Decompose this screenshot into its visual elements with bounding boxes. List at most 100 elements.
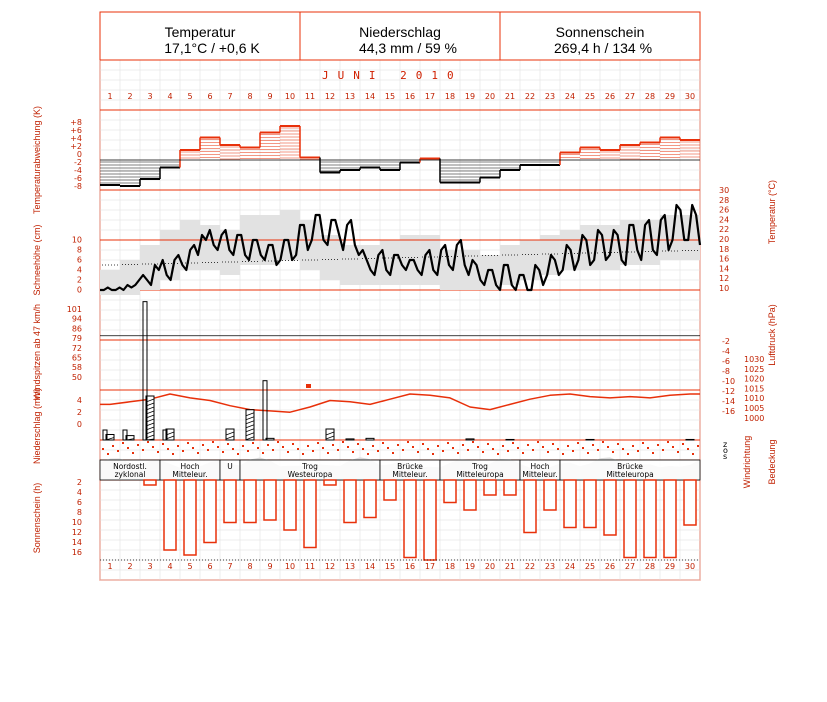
day-label-top: 21 bbox=[505, 92, 515, 101]
sunshine-bar bbox=[323, 479, 337, 486]
weather-type-label: U bbox=[227, 462, 233, 471]
wind-tick: 94 bbox=[72, 315, 82, 324]
temperature-tick: 16 bbox=[719, 255, 729, 264]
wind-dir-dot bbox=[642, 442, 644, 444]
precip-axis-title: Niederschlag (mm) bbox=[32, 388, 42, 464]
wind-dir-dot bbox=[507, 450, 509, 452]
snow-tick: 8 bbox=[77, 246, 82, 255]
wind-dir-dot bbox=[387, 447, 389, 449]
sunshine-bar bbox=[143, 479, 157, 486]
wind-dir-dot bbox=[682, 443, 684, 445]
temp-anomaly-tick: +2 bbox=[70, 142, 82, 151]
temperature-tick: 10 bbox=[719, 284, 729, 293]
wind-dir-dot bbox=[237, 453, 239, 455]
wind-dir-dot bbox=[332, 444, 334, 446]
wind-dir-dot bbox=[412, 446, 414, 448]
day-label-bottom: 10 bbox=[285, 562, 295, 571]
wind-dir-dot bbox=[162, 443, 164, 445]
precip-bar-hatch bbox=[245, 412, 255, 417]
wind-dir-dot bbox=[267, 444, 269, 446]
wind-dir-dot bbox=[622, 448, 624, 450]
day-label-bottom: 23 bbox=[545, 562, 555, 571]
precip-bar-hatch bbox=[245, 436, 255, 441]
day-label-top: 6 bbox=[207, 92, 212, 101]
pressure-curve bbox=[100, 393, 700, 413]
wind-dir-dot bbox=[117, 450, 119, 452]
sun-title: Sonnenschein bbox=[556, 24, 645, 40]
wind-dir-dot bbox=[537, 441, 539, 443]
sunshine-bar bbox=[523, 479, 537, 534]
sunshine-bar bbox=[483, 479, 497, 496]
sunshine-bar bbox=[463, 479, 477, 511]
weather-type-label: zyklonal bbox=[115, 470, 146, 479]
sunshine-bar bbox=[563, 479, 577, 529]
day-label-bottom: 14 bbox=[365, 562, 375, 571]
wind-dir-dot bbox=[382, 442, 384, 444]
sunshine-bar bbox=[263, 479, 277, 521]
day-label-bottom: 1 bbox=[107, 562, 112, 571]
weather-type-label: Trog bbox=[301, 462, 318, 471]
wind-dir-dot bbox=[517, 447, 519, 449]
wind-dir-dot bbox=[187, 442, 189, 444]
wind-dir-dot bbox=[527, 444, 529, 446]
wind-dir-dot bbox=[147, 441, 149, 443]
wind-dir-dot bbox=[477, 446, 479, 448]
temperature-tick: 26 bbox=[719, 206, 729, 215]
wind-dir-dot bbox=[567, 445, 569, 447]
temp-anomaly-tick: -8 bbox=[74, 182, 82, 191]
wind-dir-dot bbox=[287, 451, 289, 453]
wind-dir-dot bbox=[467, 449, 469, 451]
wind-dir-dot bbox=[212, 441, 214, 443]
sunshine-bar bbox=[583, 479, 597, 529]
day-label-top: 13 bbox=[345, 92, 355, 101]
wind-tick: 101 bbox=[67, 305, 82, 314]
wind-dir-dot bbox=[217, 446, 219, 448]
wind-dir-dot bbox=[172, 453, 174, 455]
sunshine-bar bbox=[303, 479, 317, 549]
day-label-bottom: 18 bbox=[445, 562, 455, 571]
day-label-bottom: 19 bbox=[465, 562, 475, 571]
wind-dir-dot bbox=[262, 452, 264, 454]
precip-bar bbox=[345, 438, 355, 441]
pressure-tick: 1000 bbox=[744, 414, 764, 423]
wind-dir-dot bbox=[297, 448, 299, 450]
wind-dir-dot bbox=[327, 452, 329, 454]
wind-tick: 79 bbox=[72, 334, 82, 343]
sunshine-bar bbox=[643, 479, 657, 559]
snow-tick: 2 bbox=[77, 276, 82, 285]
wind-dir-dot bbox=[577, 442, 579, 444]
precip-bar-hatch bbox=[225, 431, 235, 436]
sunshine-bar bbox=[503, 479, 517, 496]
wind-dir-dot bbox=[257, 447, 259, 449]
right-neg-tick: -2 bbox=[722, 337, 730, 346]
wind-dir-dot bbox=[372, 445, 374, 447]
temperature-curve bbox=[100, 203, 702, 292]
day-label-bottom: 3 bbox=[147, 562, 152, 571]
day-label-bottom: 26 bbox=[605, 562, 615, 571]
wind-dir-dot bbox=[472, 441, 474, 443]
weather-type-label: Westeuropa bbox=[288, 470, 333, 479]
sunshine-bar bbox=[183, 479, 197, 556]
wind-dir-dot bbox=[337, 449, 339, 451]
day-label-top: 2 bbox=[127, 92, 132, 101]
wind-dir-dot bbox=[497, 453, 499, 455]
temperature-tick: 30 bbox=[719, 186, 729, 195]
sunshine-bar bbox=[603, 479, 617, 536]
wind-dir-tick: s bbox=[723, 452, 727, 461]
day-label-top: 12 bbox=[325, 92, 335, 101]
temperature-tick: 18 bbox=[719, 245, 729, 254]
wind-dir-dot bbox=[362, 448, 364, 450]
day-label-bottom: 29 bbox=[665, 562, 675, 571]
day-label-bottom: 8 bbox=[247, 562, 252, 571]
wind-dir-dot bbox=[302, 453, 304, 455]
snow-tick: 0 bbox=[77, 286, 82, 295]
sunshine-bar bbox=[623, 479, 637, 559]
wind-dir-dot bbox=[562, 453, 564, 455]
wind-dir-axis-title: Windrichtung bbox=[742, 436, 752, 489]
day-label-top: 18 bbox=[445, 92, 455, 101]
day-label-top: 24 bbox=[565, 92, 575, 101]
wind-dir-dot bbox=[612, 451, 614, 453]
wind-dir-dot bbox=[457, 452, 459, 454]
precip-bar bbox=[685, 438, 695, 441]
